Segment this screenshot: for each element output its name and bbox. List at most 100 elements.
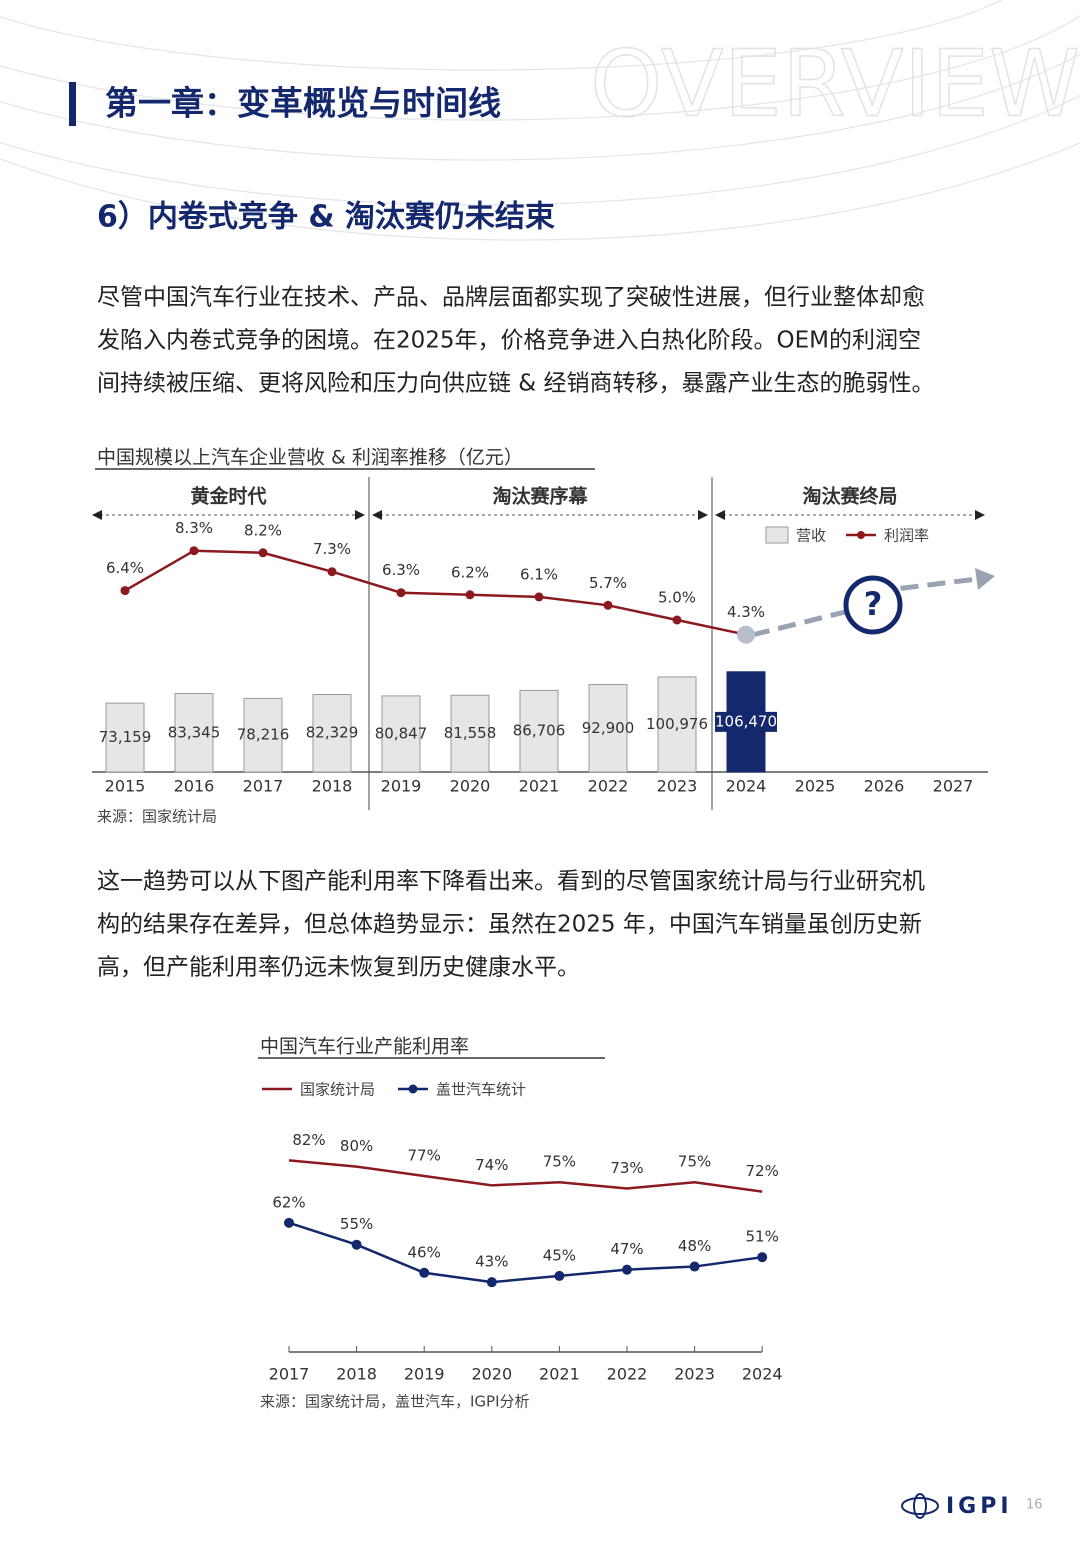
value-label: 45% [543,1246,576,1264]
profit-point [534,592,544,602]
watermark: OVERVIEW [590,30,1080,137]
bar [243,697,283,773]
x-tick-label: 2023 [674,1365,715,1384]
period-arrow [355,510,365,520]
point [486,1277,497,1288]
value-label-bg [715,711,777,732]
bar-value-label: 78,216 [237,726,290,744]
bar-value-label: 106,470 [715,712,777,730]
bar [105,702,145,773]
x-tick-label: 2017 [243,777,284,796]
legend-label: 国家统计局 [300,1081,375,1099]
question-mark: ? [864,585,883,623]
arrow-head [975,568,995,590]
profit-point [396,588,406,598]
x-tick-label: 2025 [795,777,836,796]
legend-label: 盖世汽车统计 [436,1081,526,1099]
legend-dot [857,531,865,539]
value-label: 51% [746,1228,779,1246]
igpi-logo [901,1493,939,1519]
profit-point [258,548,268,558]
legend-label: 利润率 [884,527,929,545]
series-line [288,1159,763,1193]
bar [657,676,697,773]
profit-line [124,549,747,636]
chart-title: 中国规模以上汽车企业营收 & 利润率推移（亿元） [97,447,523,469]
profit-label: 6.4% [106,559,144,577]
value-label: 75% [543,1153,576,1171]
profit-point [737,625,755,644]
logo-text: IGPI [946,1494,1013,1519]
x-tick-label: 2018 [312,777,353,796]
value-label: 77% [408,1146,441,1164]
period-arrow [975,510,985,520]
point [622,1264,632,1275]
profit-point [672,615,682,625]
paragraph-line: 间持续被压缩、更将风险和压力向供应链 & 经销商转移，暴露产业生态的脆弱性。 [97,371,935,397]
value-label: 75% [678,1153,711,1171]
x-tick-label: 2024 [726,777,767,796]
source: 来源：国家统计局，盖世汽车，IGPI分析 [260,1393,530,1411]
bar-value-label: 81,558 [444,724,497,742]
x-tick-label: 2018 [336,1365,377,1384]
profit-label: 6.2% [451,563,489,581]
point [419,1267,430,1278]
point [284,1217,294,1228]
value-label: 46% [408,1243,441,1261]
section-title: 6）内卷式竞争 & 淘汰赛仍未结束 [97,200,555,235]
chapter-title: 第一章：变革概览与时间线 [105,84,501,123]
x-tick-label: 2022 [588,777,629,796]
value-label: 74% [475,1156,508,1174]
source: 来源：国家统计局 [97,808,217,826]
value-label: 82% [292,1131,325,1149]
legend-dot [408,1084,418,1094]
profit-point [603,600,613,610]
x-tick-label: 2021 [539,1365,580,1384]
bar-value-label: 83,345 [168,723,221,741]
x-tick-label: 2021 [519,777,560,796]
bar [312,693,352,773]
period-arrow [372,510,382,520]
profit-label: 6.3% [382,561,420,579]
bar [174,693,214,773]
x-tick-label: 2016 [174,777,215,796]
x-tick-label: 2019 [404,1365,445,1384]
bar-value-label: 80,847 [375,724,428,742]
x-tick-label: 2020 [450,777,491,796]
point [757,1252,768,1263]
x-tick-label: 2026 [864,777,905,796]
bg-arcs [0,0,1080,241]
x-tick-label: 2023 [657,777,698,796]
bar [450,694,490,773]
bar-value-label: 100,976 [646,715,708,733]
profit-point [120,586,130,596]
bar [519,689,559,773]
x-tick-label: 2017 [269,1365,310,1384]
value-label: 73% [610,1159,643,1177]
x-tick-label: 2015 [105,777,146,796]
x-tick-label: 2019 [381,777,422,796]
paragraph-line: 发陷入内卷式竞争的困境。在2025年，价格竞争进入白热化阶段。OEM的利润空 [97,328,921,354]
period-label: 淘汰赛终局 [802,485,897,508]
period-arrow [698,510,708,520]
period-arrow [715,510,725,520]
point [689,1261,700,1272]
profit-label: 8.3% [175,519,213,537]
profit-label: 8.2% [244,521,282,539]
future-arrow [846,575,986,598]
profit-point [327,567,337,577]
legend-swatch [765,526,789,544]
point [554,1270,565,1281]
profit-label: 7.3% [313,540,351,558]
profit-label: 6.1% [520,565,558,583]
chart-title: 中国汽车行业产能利用率 [260,1036,469,1058]
future-arrow [751,609,846,638]
value-label: 47% [610,1240,643,1258]
profit-label: 5.0% [658,589,696,607]
paragraph-line: 尽管中国汽车行业在技术、产品、品牌层面都实现了突破性进展，但行业整体却愈 [97,285,925,311]
profit-point [465,590,475,600]
x-tick-label: 2020 [471,1365,512,1384]
paragraph-line: 高，但产能利用率仍远未恢复到历史健康水平。 [97,955,580,981]
